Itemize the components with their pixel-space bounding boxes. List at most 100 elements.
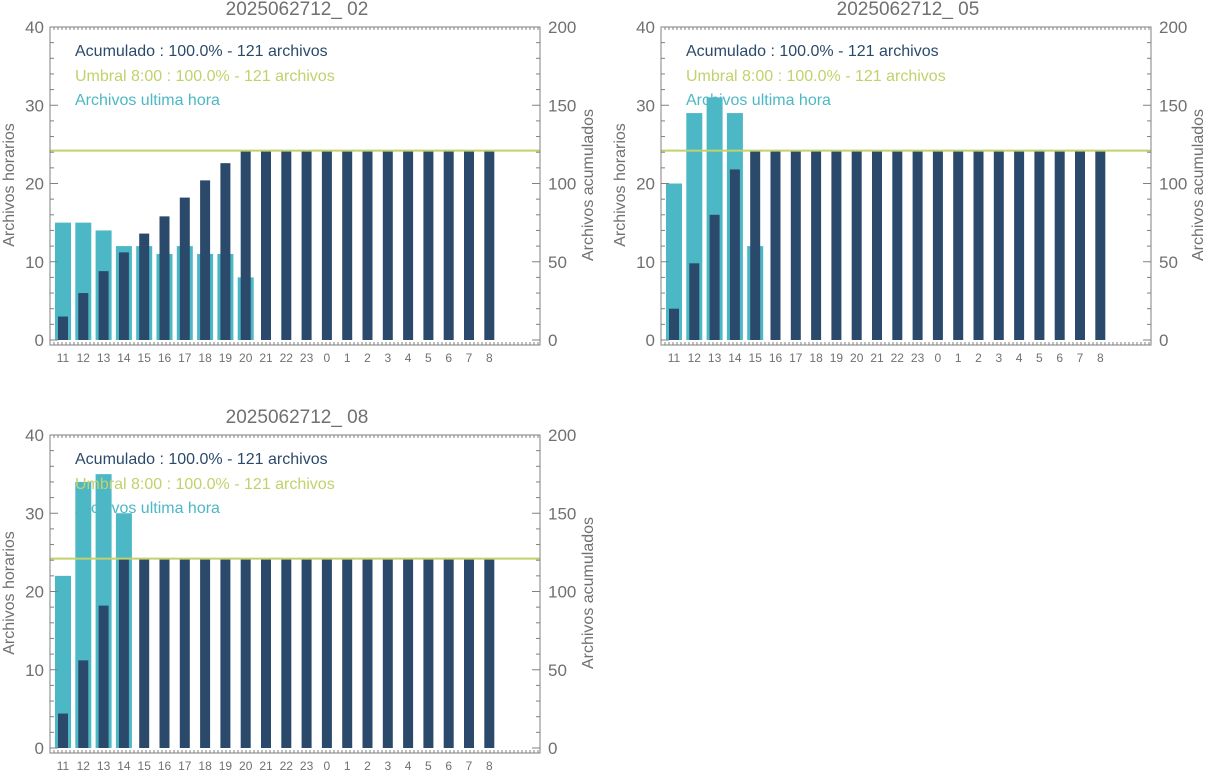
x-tick-label: 17	[789, 351, 803, 365]
y-axis-right-label: Archivos acumulados	[580, 517, 597, 669]
x-tick-label: 0	[324, 759, 331, 771]
cumulative-bar	[484, 558, 495, 748]
cumulative-bar	[382, 150, 393, 340]
x-tick-label: 14	[117, 759, 131, 771]
plot-frame	[49, 26, 541, 346]
y-tick-label: 10	[25, 253, 44, 272]
cumulative-bar	[159, 558, 170, 748]
x-tick-label: 21	[259, 351, 273, 365]
x-tick-label: 8	[486, 759, 493, 771]
cumulative-bar	[993, 150, 1004, 340]
x-tick-label: 23	[300, 759, 314, 771]
y2-tick-label: 200	[548, 18, 576, 37]
cumulative-bar	[220, 163, 231, 340]
cumulative-bar	[98, 605, 109, 748]
cumulative-bar	[159, 216, 170, 340]
y-tick-label: 30	[25, 96, 44, 115]
y-axis-left-label: Archivos horarios	[1, 123, 18, 247]
cumulative-bar	[342, 558, 353, 748]
x-tick-label: 12	[77, 351, 91, 365]
hourly-bar	[55, 222, 71, 340]
cumulative-bar	[200, 558, 211, 748]
x-tick-label: 2	[364, 759, 371, 771]
legend-hourly: Archivos ultima hora	[75, 500, 220, 517]
x-tick-label: 17	[178, 759, 192, 771]
x-tick-label: 20	[239, 759, 253, 771]
y2-tick-label: 150	[548, 504, 576, 523]
legend-cumulative: Acumulado : 100.0% - 121 archivos	[75, 43, 328, 60]
cumulative-bar	[403, 150, 414, 340]
cumulative-bar	[58, 316, 68, 340]
x-tick-label: 4	[405, 351, 412, 365]
x-tick-label: 14	[728, 351, 742, 365]
cumulative-bar	[281, 150, 292, 340]
cumulative-bar	[179, 558, 190, 748]
y2-tick-label: 0	[548, 331, 557, 350]
legend-threshold: Umbral 8:00 : 100.0% - 121 archivos	[75, 476, 335, 493]
cumulative-bar	[98, 271, 109, 340]
cumulative-bar	[301, 558, 312, 748]
y-tick-label: 0	[35, 739, 44, 758]
cumulative-bar	[1075, 150, 1085, 340]
x-tick-label: 21	[259, 759, 273, 771]
x-tick-label: 11	[668, 351, 681, 365]
chart-title: 2025062712_ 08	[226, 407, 369, 428]
cumulative-bar	[78, 660, 89, 748]
y2-tick-label: 200	[1159, 18, 1187, 37]
x-tick-label: 2	[364, 351, 371, 365]
cumulative-bar	[118, 252, 129, 340]
x-tick-label: 23	[300, 351, 314, 365]
x-tick-label: 12	[77, 759, 91, 771]
x-tick-label: 3	[384, 759, 391, 771]
x-tick-label: 16	[158, 759, 172, 771]
x-tick-label: 20	[850, 351, 864, 365]
cumulative-bar	[301, 150, 312, 340]
chart-title: 2025062712_ 05	[837, 0, 980, 20]
cumulative-bar	[118, 558, 129, 748]
x-tick-label: 22	[280, 351, 294, 365]
cumulative-bar	[464, 558, 474, 748]
cumulative-bar	[78, 293, 89, 340]
legend-cumulative: Acumulado : 100.0% - 121 archivos	[686, 43, 939, 60]
cumulative-bar	[953, 150, 964, 340]
y2-tick-label: 100	[548, 583, 576, 602]
cumulative-bar	[484, 150, 495, 340]
cumulative-bar	[423, 558, 434, 748]
y-tick-label: 40	[25, 426, 44, 445]
y2-tick-label: 50	[548, 661, 567, 680]
x-tick-label: 18	[809, 351, 823, 365]
y2-tick-label: 150	[548, 96, 576, 115]
x-tick-label: 12	[688, 351, 702, 365]
x-tick-label: 11	[57, 351, 70, 365]
cumulative-bar	[200, 180, 211, 340]
y2-tick-label: 0	[548, 739, 557, 758]
cumulative-bar	[443, 150, 454, 340]
x-tick-label: 6	[445, 351, 452, 365]
y-axis-right-label: Archivos acumulados	[580, 109, 597, 261]
x-tick-label: 19	[219, 351, 233, 365]
cumulative-bar	[179, 197, 190, 340]
x-tick-label: 0	[324, 351, 331, 365]
y-tick-label: 10	[25, 661, 44, 680]
x-tick-label: 8	[486, 351, 493, 365]
x-tick-label: 4	[1016, 351, 1023, 365]
y2-tick-label: 50	[1159, 253, 1178, 272]
cumulative-bar	[669, 308, 679, 340]
cumulative-bar	[240, 558, 251, 748]
x-tick-label: 1	[955, 351, 962, 365]
y2-tick-label: 100	[1159, 175, 1187, 194]
hourly-bar	[55, 575, 71, 748]
cumulative-bar	[58, 713, 68, 748]
x-tick-label: 11	[57, 759, 70, 771]
cumulative-bar	[750, 150, 761, 340]
y-axis-left-label: Archivos horarios	[1, 531, 18, 655]
cumulative-bar	[464, 150, 474, 340]
cumulative-bar	[240, 150, 251, 340]
y-tick-label: 0	[35, 331, 44, 350]
cumulative-bar	[321, 558, 332, 748]
x-tick-label: 3	[384, 351, 391, 365]
